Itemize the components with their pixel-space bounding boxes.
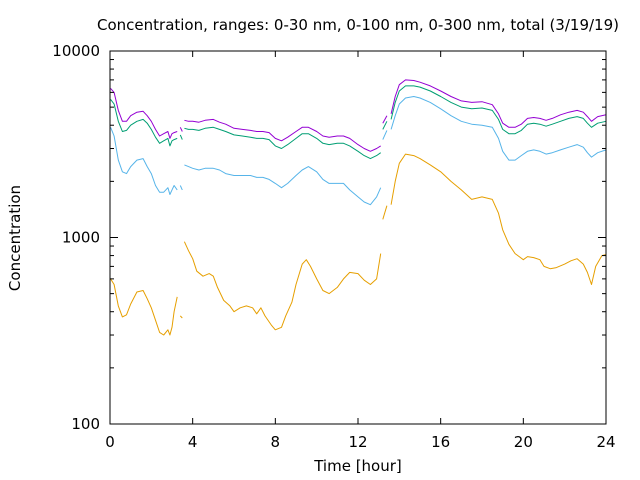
series-line-2	[382, 130, 388, 140]
x-tick-label: 16	[431, 433, 450, 451]
series-line-4	[382, 115, 388, 124]
x-axis-label: Time [hour]	[313, 457, 402, 475]
series-line-2	[184, 164, 382, 206]
series-line-3	[390, 85, 607, 135]
series-line-1	[390, 153, 607, 285]
x-tick-label: 8	[271, 433, 281, 451]
series-line-4	[390, 79, 607, 128]
series-line-3	[110, 99, 178, 147]
y-tick-label: 100	[71, 415, 100, 433]
plot-frame	[109, 50, 607, 425]
series-line-2	[390, 96, 607, 161]
y-tick-label: 1000	[62, 229, 100, 247]
series-line-4	[184, 118, 381, 152]
series-line-1	[179, 315, 183, 319]
series-layer	[110, 79, 607, 336]
series-line-4	[110, 88, 178, 139]
series-line-3	[184, 126, 381, 160]
series-line-1	[183, 241, 382, 331]
x-tick-label: 20	[514, 433, 533, 451]
axis-layer: 0 4 8 12 16 20 24 100 1000 10000	[52, 42, 615, 451]
x-tick-label: 4	[188, 433, 198, 451]
series-line-2	[110, 127, 178, 195]
x-tick-label: 12	[348, 433, 367, 451]
series-line-3	[179, 134, 183, 140]
y-tick-label: 10000	[52, 42, 100, 60]
series-line-1	[382, 205, 388, 220]
x-tick-label: 24	[596, 433, 615, 451]
series-line-1	[110, 278, 178, 336]
x-tick-label: 0	[105, 433, 115, 451]
chart-title: Concentration, ranges: 0-30 nm, 0-100 nm…	[97, 16, 619, 34]
y-axis-label: Concentration	[6, 185, 24, 291]
series-line-2	[179, 185, 183, 191]
series-line-3	[382, 121, 388, 130]
series-line-4	[179, 127, 183, 132]
